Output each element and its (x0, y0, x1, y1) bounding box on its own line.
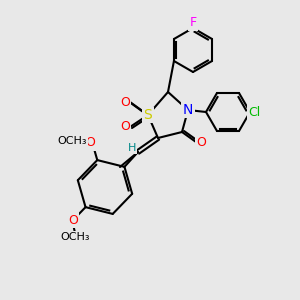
Text: F: F (189, 16, 197, 29)
Text: O: O (120, 95, 130, 109)
Text: H: H (128, 143, 136, 153)
Text: OCH₃: OCH₃ (60, 232, 90, 242)
Text: O: O (68, 214, 78, 226)
Text: Cl: Cl (248, 106, 260, 118)
Text: O: O (85, 136, 95, 149)
Text: O: O (120, 121, 130, 134)
Text: S: S (144, 108, 152, 122)
Text: OCH₃: OCH₃ (58, 136, 87, 146)
Text: O: O (196, 136, 206, 148)
Text: N: N (183, 103, 193, 117)
